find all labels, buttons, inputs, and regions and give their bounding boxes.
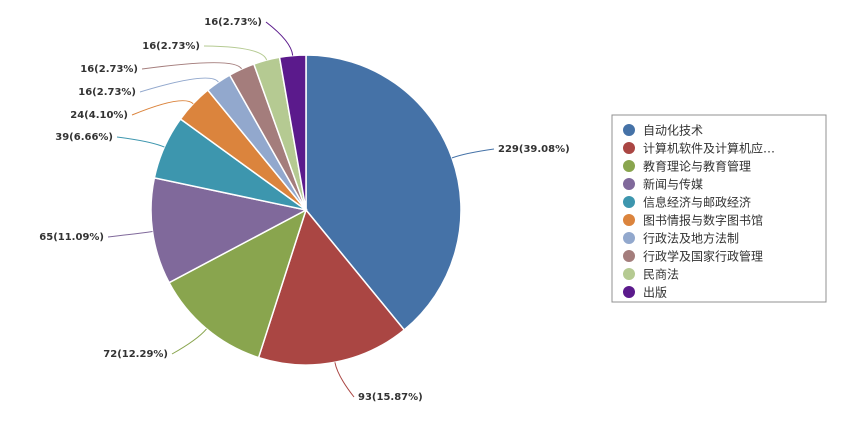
legend-item-7[interactable]: 行政法及地方法制 [623,231,739,246]
legend-label-6: 图书情报与数字图书馆 [643,213,763,228]
legend-item-8[interactable]: 行政学及国家行政管理 [623,249,763,264]
legend-item-5[interactable]: 信息经济与邮政经济 [623,195,751,210]
slice-label-6: 24(4.10%) [70,110,128,121]
legend-marker-5 [623,196,635,208]
legend-marker-4 [623,178,635,190]
pie-slice-2[interactable] [257,208,406,366]
legend-marker-6 [623,214,635,226]
legend-box [611,114,827,303]
legend-label-4: 新闻与传媒 [643,177,703,192]
pie-slice-1[interactable] [305,54,462,331]
legend-label-7: 行政法及地方法制 [643,231,739,246]
slice-label-9: 16(2.73%) [142,41,200,52]
legend-item-4[interactable]: 新闻与传媒 [623,177,703,192]
slice-label-10: 16(2.73%) [204,17,262,28]
leader-line-2 [334,362,355,398]
leader-line-4 [107,231,153,238]
label-leaders [107,21,495,398]
legend-label-10: 出版 [643,286,667,300]
slice-label-4: 65(11.09%) [39,232,104,243]
legend-item-3[interactable]: 教育理论与教育管理 [623,159,751,174]
legend-marker-2 [623,142,635,154]
pie-slice-3[interactable] [168,208,308,359]
legend-item-9[interactable]: 民商法 [623,267,679,282]
legend-marker-8 [623,250,635,262]
pie-slice-4[interactable] [150,176,309,284]
legend-label-8: 行政学及国家行政管理 [643,249,763,264]
legend-item-10[interactable]: 出版 [623,286,667,300]
slice-labels: 229(39.08%) 93(15.87%) 72(12.29%) 65(11.09%… [39,17,569,403]
legend-marker-10 [623,286,635,298]
leader-line-7 [139,77,219,93]
leader-line-8 [141,62,242,70]
leader-line-5 [116,136,165,148]
slice-label-8: 16(2.73%) [80,64,138,75]
slice-label-1: 229(39.08%) [498,144,570,155]
legend-marker-7 [623,232,635,244]
legend-item-6[interactable]: 图书情报与数字图书馆 [623,213,763,228]
legend-marker-9 [623,268,635,280]
pie-slices [150,54,462,366]
leader-line-9 [203,45,268,61]
slice-label-2: 93(15.87%) [358,392,423,403]
leader-line-1 [451,148,495,159]
slice-label-7: 16(2.73%) [78,87,136,98]
slice-label-5: 39(6.66%) [55,132,113,143]
legend-item-1[interactable]: 自动化技术 [623,124,703,138]
legend-marker-1 [623,124,635,136]
slice-label-3: 72(12.29%) [103,349,168,360]
leader-line-6 [131,100,194,116]
legend-label-5: 信息经济与邮政经济 [643,195,751,210]
leader-line-10 [265,21,294,56]
legend-marker-3 [623,160,635,172]
legend-label-3: 教育理论与教育管理 [643,159,751,174]
legend-label-9: 民商法 [643,267,679,282]
legend-label-2: 计算机软件及计算机应… [643,141,775,156]
legend-item-2[interactable]: 计算机软件及计算机应… [623,141,775,156]
leader-line-3 [171,328,207,355]
legend-label-1: 自动化技术 [643,124,703,138]
